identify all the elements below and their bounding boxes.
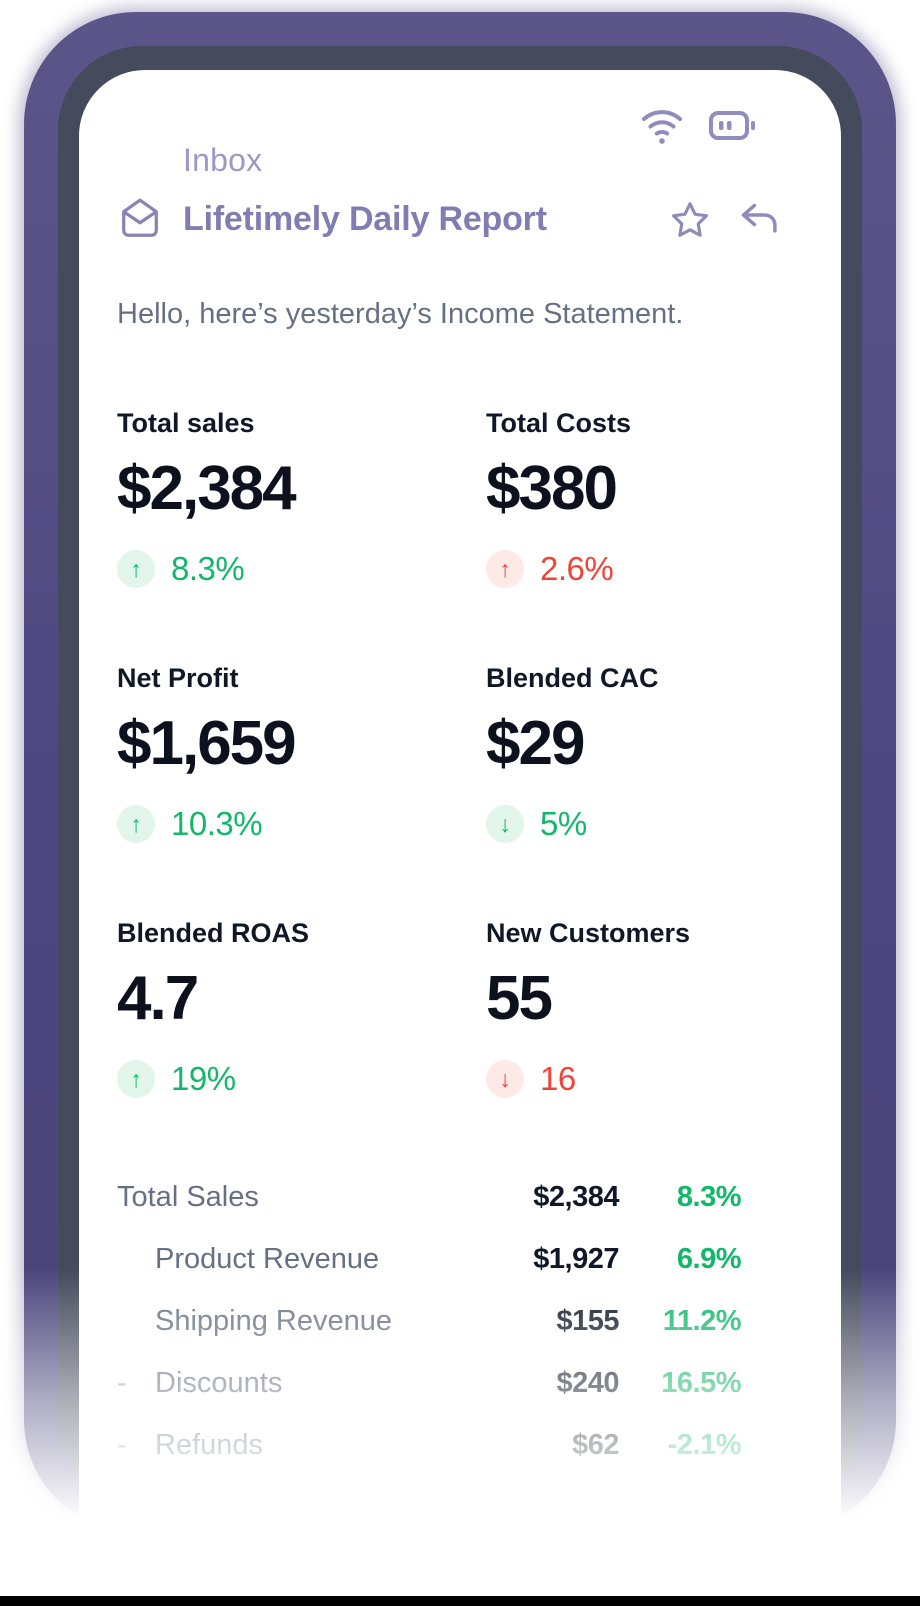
kpi-label: New Customers — [486, 918, 691, 948]
row-label: Total Sales — [117, 1180, 259, 1213]
trend-arrow-icon: ↑ — [117, 1060, 155, 1098]
kpi-value: $2,384 — [117, 454, 297, 523]
status-bar — [638, 102, 756, 148]
trend-arrow-icon: ↑ — [117, 550, 155, 588]
kpi-label: Blended ROAS — [117, 918, 310, 948]
minus-prefix: - — [117, 1366, 127, 1399]
row-percent: 11.2% — [662, 1304, 742, 1337]
bottom-edge-bar — [0, 1596, 920, 1606]
kpi-delta-value: 2.6% — [540, 550, 614, 587]
row-label: Product Revenue — [155, 1242, 380, 1275]
kpi-label: Total Costs — [486, 408, 632, 438]
email-subject: Lifetimely Daily Report — [183, 200, 547, 238]
kpi-card: Total Costs $380 ↑ 2.6% — [486, 400, 817, 655]
trend-arrow-icon: ↑ — [486, 550, 524, 588]
trend-arrow-icon: ↑ — [117, 805, 155, 843]
kpi-delta: ↑ 8.3% — [117, 550, 486, 588]
kpi-card: Total sales $2,384 ↑ 8.3% — [117, 400, 486, 655]
wifi-icon — [638, 102, 686, 148]
kpi-value: 4.7 — [117, 964, 199, 1033]
row-value: $155 — [556, 1304, 619, 1337]
kpi-card: New Customers 55 ↓ 16 — [486, 910, 817, 1165]
phone-frame: Inbox Lifetimely Daily Report — [24, 12, 896, 1532]
row-label: Shipping Revenue — [155, 1304, 393, 1337]
kpi-delta: ↑ 2.6% — [486, 550, 817, 588]
trend-arrow-icon: ↓ — [486, 1060, 524, 1098]
reply-icon[interactable] — [737, 200, 781, 240]
statement-table: Total Sales $2,384 8.3% Product Revenue … — [117, 1166, 742, 1476]
kpi-delta: ↓ 5% — [486, 805, 817, 843]
kpi-delta-value: 16 — [540, 1060, 576, 1097]
row-label: - Discounts — [117, 1366, 283, 1399]
table-row: - Discounts $240 16.5% — [117, 1352, 742, 1414]
battery-icon — [708, 105, 756, 145]
table-row: Total Sales $2,384 8.3% — [117, 1166, 742, 1228]
star-icon[interactable] — [669, 199, 711, 241]
kpi-label: Total sales — [117, 408, 255, 438]
kpi-value: $380 — [486, 454, 618, 523]
phone-screen: Inbox Lifetimely Daily Report — [79, 70, 841, 1532]
folder-label: Inbox — [183, 142, 263, 178]
kpi-delta: ↑ 19% — [117, 1060, 486, 1098]
kpi-delta-value: 19% — [171, 1060, 236, 1097]
row-label: - Refunds — [117, 1428, 264, 1461]
row-percent: 6.9% — [676, 1242, 742, 1275]
kpi-card: Blended CAC $29 ↓ 5% — [486, 655, 817, 910]
kpi-value: 55 — [486, 964, 553, 1033]
table-row: Product Revenue $1,927 6.9% — [117, 1228, 742, 1290]
kpi-card: Net Profit $1,659 ↑ 10.3% — [117, 655, 486, 910]
open-envelope-icon — [117, 194, 163, 245]
row-value: $2,384 — [533, 1180, 619, 1213]
kpi-label: Blended CAC — [486, 663, 659, 693]
row-percent: 16.5% — [661, 1366, 741, 1399]
kpi-card: Blended ROAS 4.7 ↑ 19% — [117, 910, 486, 1165]
kpi-delta-value: 5% — [540, 805, 587, 842]
row-value: $240 — [556, 1366, 619, 1399]
row-value: $62 — [572, 1428, 619, 1461]
trend-arrow-icon: ↓ — [486, 805, 524, 843]
kpi-grid: Total sales $2,384 ↑ 8.3% Total Costs $3… — [117, 400, 817, 1165]
kpi-value: $1,659 — [117, 709, 297, 778]
kpi-delta-value: 8.3% — [171, 550, 245, 587]
kpi-label: Net Profit — [117, 663, 239, 693]
row-percent: -2.1% — [667, 1428, 742, 1461]
greeting-text: Hello, here’s yesterday’s Income Stateme… — [117, 298, 684, 330]
kpi-delta: ↑ 10.3% — [117, 805, 486, 843]
row-value: $1,927 — [533, 1242, 619, 1275]
kpi-delta-value: 10.3% — [171, 805, 263, 842]
table-row: Shipping Revenue $155 11.2% — [117, 1290, 742, 1352]
kpi-value: $29 — [486, 709, 585, 778]
table-row: - Refunds $62 -2.1% — [117, 1414, 742, 1476]
minus-prefix: - — [117, 1428, 127, 1461]
kpi-delta: ↓ 16 — [486, 1060, 817, 1098]
email-header: Lifetimely Daily Report — [117, 194, 781, 245]
row-percent: 8.3% — [676, 1180, 742, 1213]
email-actions — [669, 199, 781, 241]
